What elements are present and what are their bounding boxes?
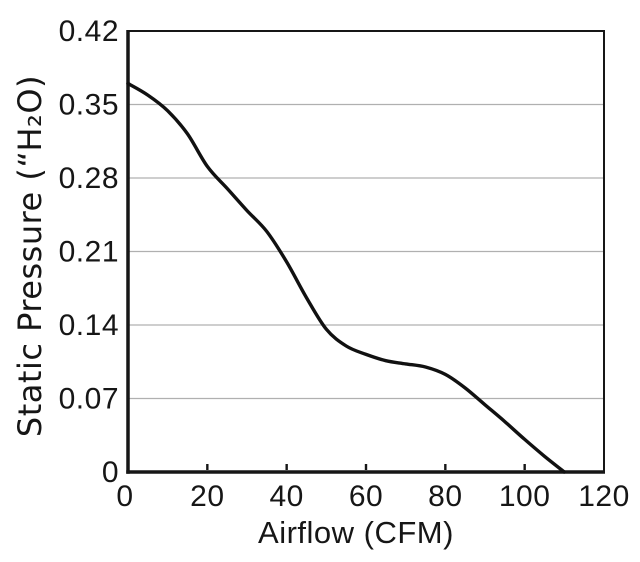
x-tick-label: 100: [499, 480, 551, 513]
y-tick-label: 0.07: [59, 383, 119, 416]
y-tick-label: 0.21: [59, 236, 119, 269]
gridlines: [128, 103, 604, 400]
x-tick-label: 40: [269, 480, 303, 513]
curve-series: [126, 81, 566, 474]
x-axis-ticks: [206, 464, 526, 470]
tick-labels: 0 0.07 0.14 0.21 0.28 0.35 0.42 0 20 40 60 80 100 120: [59, 15, 630, 513]
y-axis-title: Static Pressure (“H₂O): [11, 75, 49, 437]
y-tick-label: 0.35: [59, 89, 119, 122]
y-tick-label: 0.28: [59, 162, 119, 195]
x-tick-label: 60: [349, 480, 383, 513]
x-axis-title: Airflow (CFM): [258, 515, 454, 550]
x-tick-label: 80: [428, 480, 462, 513]
x-tick-label: 20: [190, 480, 224, 513]
performance-curve: [126, 81, 566, 474]
y-tick-label: 0.42: [59, 15, 119, 48]
y-tick-label: 0.14: [59, 309, 119, 342]
axis-frame: [126, 30, 605, 474]
y-tick-label: 0: [102, 456, 119, 489]
x-tick-label: 120: [578, 480, 630, 513]
x-tick-label: 0: [116, 480, 133, 513]
